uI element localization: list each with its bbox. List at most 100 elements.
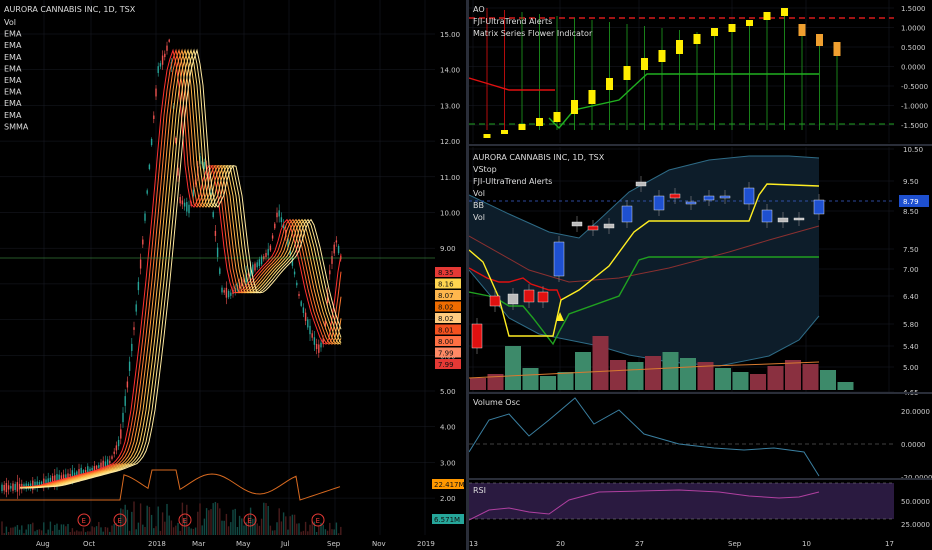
price-axis-label: 5.00 bbox=[440, 388, 456, 396]
time-axis[interactable]: Aug Oct 2018 Mar May Jul Sep Nov 2019 bbox=[36, 540, 435, 548]
candle-body bbox=[331, 256, 333, 264]
volume-bar bbox=[126, 509, 129, 535]
main-price-chart[interactable]: E E E E E AURORA CANNABIS INC, 1D, TSX Vol EM… bbox=[0, 0, 466, 550]
main-price-chart-canvas[interactable]: E E E E E AURORA CANNABIS INC, 1D, TSX Vol EM… bbox=[0, 0, 466, 550]
candle-body bbox=[175, 137, 177, 144]
ao-axis-label: -1.5000 bbox=[901, 122, 928, 130]
volume-bar bbox=[146, 505, 148, 535]
candle-body bbox=[18, 483, 21, 490]
candle-body bbox=[76, 471, 78, 476]
volume-bar bbox=[49, 521, 52, 535]
volume-bar bbox=[104, 527, 107, 535]
indicator-label: SMMA bbox=[4, 122, 29, 131]
volume-bar bbox=[296, 523, 298, 535]
volume-bar bbox=[315, 531, 318, 535]
volume-bar bbox=[320, 522, 322, 535]
candle-body bbox=[166, 45, 168, 51]
time-axis-label: Nov bbox=[372, 540, 386, 548]
candle-body bbox=[106, 459, 109, 467]
volume-bars bbox=[1, 501, 342, 535]
volume-bar bbox=[214, 501, 217, 535]
volume-bar bbox=[150, 514, 153, 535]
candle-body bbox=[56, 474, 58, 484]
candle-body bbox=[635, 181, 647, 187]
volume-bar bbox=[298, 523, 300, 535]
candle-body bbox=[318, 344, 320, 353]
earnings-icon[interactable] bbox=[311, 513, 325, 527]
volume-bar bbox=[69, 532, 71, 535]
candle-body bbox=[300, 301, 302, 306]
ao-panel[interactable]: AO FJI-UltraTrend Alerts Matrix Series Flo… bbox=[469, 0, 928, 143]
candle-body bbox=[32, 480, 34, 490]
earnings-icon[interactable] bbox=[113, 513, 127, 527]
price-panel-axis-label: 7.00 bbox=[903, 266, 919, 274]
volume-bar bbox=[172, 527, 175, 535]
detail-chart[interactable]: AO FJI-UltraTrend Alerts Matrix Series Flo… bbox=[469, 0, 932, 550]
candle-body bbox=[703, 195, 715, 201]
volume-bar bbox=[21, 525, 23, 535]
volume-bar bbox=[73, 531, 76, 535]
candle-body bbox=[188, 204, 190, 214]
volume-bar bbox=[10, 527, 12, 535]
volume-bar bbox=[289, 516, 291, 535]
candle-body bbox=[216, 247, 219, 257]
candle-body bbox=[311, 333, 313, 338]
volume-bar bbox=[177, 522, 179, 535]
candle-body bbox=[221, 287, 223, 293]
candle-body bbox=[111, 456, 113, 459]
price-panel-axis[interactable]: 10.509.508.507.507.006.405.805.405.004.6… bbox=[903, 146, 923, 397]
earnings-icon[interactable] bbox=[243, 513, 257, 527]
volume-bar bbox=[230, 522, 232, 535]
candle-body bbox=[326, 293, 329, 303]
price-tag bbox=[435, 267, 461, 277]
rsi-panel[interactable]: RSI 50.0000 25.0000 bbox=[469, 482, 930, 529]
volume-smma-line bbox=[0, 469, 341, 501]
candle-body bbox=[43, 478, 45, 487]
price-panel-label: AURORA CANNABIS INC, 1D, TSX bbox=[473, 153, 605, 162]
earnings-icon[interactable] bbox=[178, 513, 192, 527]
volume-bar bbox=[38, 529, 41, 535]
panel-divider[interactable] bbox=[466, 0, 469, 550]
detail-chart-canvas[interactable]: AO FJI-UltraTrend Alerts Matrix Series Flo… bbox=[469, 0, 932, 550]
ao-axis[interactable]: 1.5000 1.0000 0.5000 0.0000 -0.5000 -1.0000 -1… bbox=[901, 5, 928, 130]
candle-body bbox=[278, 210, 280, 217]
candle-body bbox=[309, 325, 311, 335]
volume-bar bbox=[159, 530, 162, 535]
price-panel-axis-label: 5.80 bbox=[903, 321, 919, 329]
volume-osc-axis-label: 20.0000 bbox=[901, 408, 930, 416]
candle-body bbox=[115, 445, 118, 451]
candle-body bbox=[192, 189, 195, 197]
time-axis-label: 20 bbox=[556, 540, 565, 548]
volume-bar bbox=[34, 531, 36, 535]
price-panel-label: Vol bbox=[473, 213, 485, 222]
volume-bar bbox=[43, 522, 45, 535]
candle-body bbox=[146, 190, 148, 194]
ema-ribbon bbox=[19, 48, 342, 489]
candle-body bbox=[335, 240, 338, 243]
candle-body bbox=[78, 469, 80, 477]
candle-body bbox=[12, 483, 14, 491]
volume-bar bbox=[802, 364, 819, 390]
ema-line bbox=[20, 48, 342, 489]
time-axis[interactable]: 13 20 27 Sep 10 17 bbox=[469, 540, 894, 548]
candle-body bbox=[298, 293, 300, 297]
earnings-icon[interactable] bbox=[77, 513, 91, 527]
candle-body bbox=[164, 53, 166, 58]
ao-bar bbox=[693, 34, 701, 44]
volume-bar bbox=[155, 526, 157, 535]
price-axis-label: 3.00 bbox=[440, 459, 456, 467]
candle-body bbox=[289, 249, 291, 255]
volume-bar bbox=[662, 352, 679, 390]
volume-bar bbox=[238, 515, 241, 535]
chart-legend: AURORA CANNABIS INC, 1D, TSX Vol EMA EMA EM… bbox=[4, 5, 136, 131]
rsi-axis-label: 50.0000 bbox=[901, 498, 930, 506]
volume-bar bbox=[205, 508, 208, 535]
price-tag bbox=[435, 301, 461, 312]
volume-bar bbox=[100, 527, 102, 535]
price-panel[interactable]: AURORA CANNABIS INC, 1D, TSX VStop FJI-Ult… bbox=[469, 146, 929, 397]
time-axis-label: 13 bbox=[469, 540, 478, 548]
ao-bar bbox=[571, 100, 578, 114]
volume-bar bbox=[133, 501, 135, 535]
